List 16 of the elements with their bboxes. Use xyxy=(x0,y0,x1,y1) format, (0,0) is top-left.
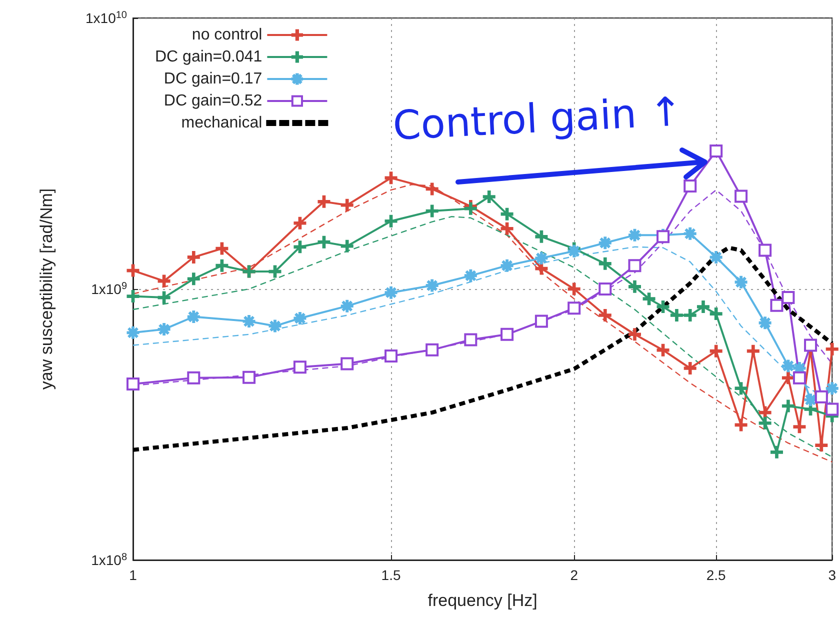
legend-label: mechanical xyxy=(181,114,262,132)
annotation: Control gain ↑ xyxy=(392,89,684,150)
y-tick-label: 1x10$^{8}$ xyxy=(91,551,127,569)
y-axis-title: yaw susceptibility [rad/Nm] xyxy=(37,188,56,390)
y-tick-label: 1x10$^{10}$ xyxy=(86,9,127,27)
y-tick-label: 1x10$^{9}$ xyxy=(91,280,127,298)
legend-label: no control xyxy=(192,26,262,44)
legend-label: DC gain=0.17 xyxy=(164,70,262,88)
legend-label: DC gain=0.52 xyxy=(164,92,262,110)
x-tick-label: 1 xyxy=(129,567,138,583)
x-tick-label: 2.5 xyxy=(706,567,726,583)
x-tick-label: 2 xyxy=(570,567,578,583)
x-tick-label: 3 xyxy=(828,567,836,583)
legend-label: DC gain=0.041 xyxy=(155,48,262,66)
x-axis-title: frequency [Hz] xyxy=(428,591,538,610)
x-tick-label: 1.5 xyxy=(381,567,401,583)
